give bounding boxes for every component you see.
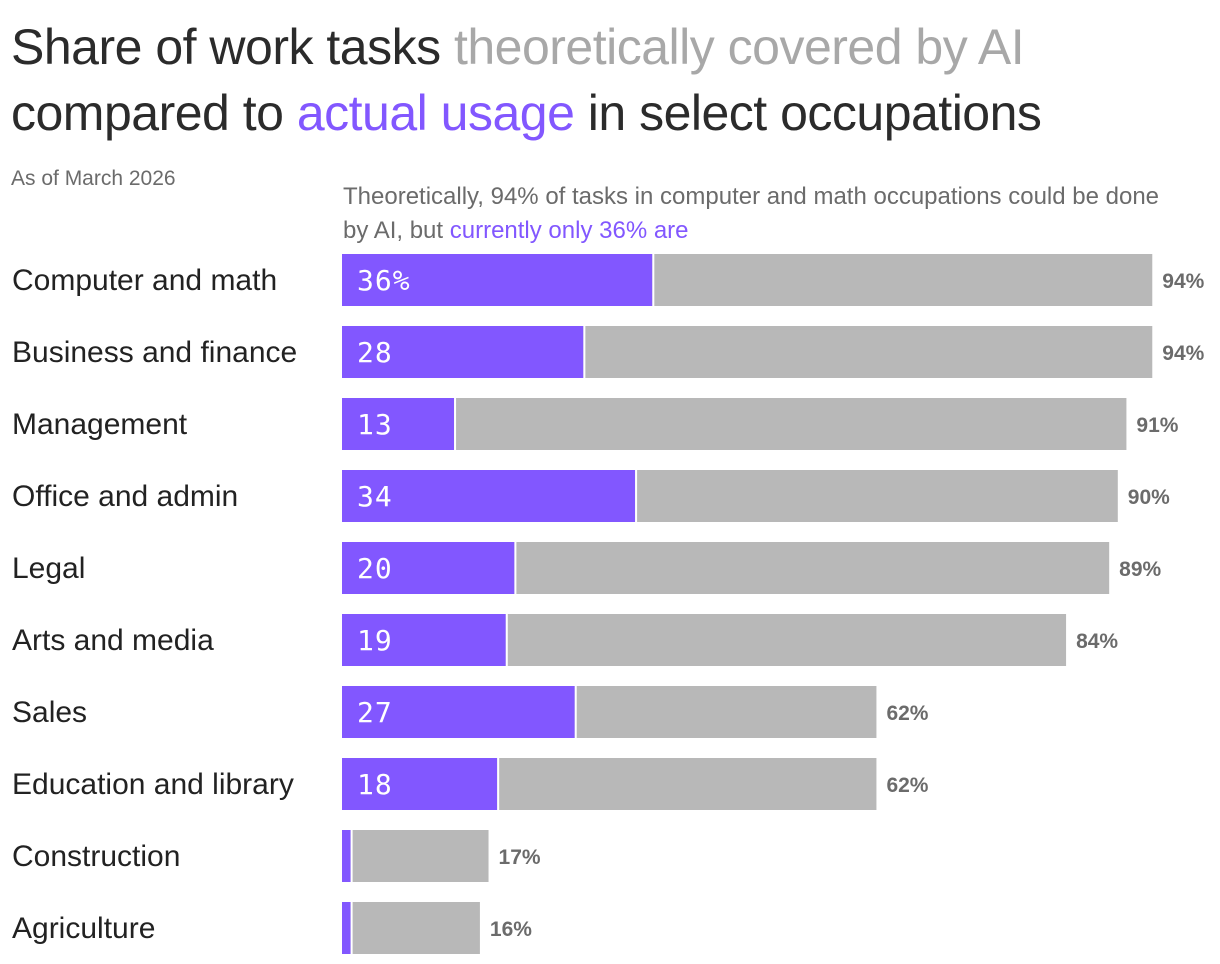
actual-value-label-sales: 27 [357, 696, 393, 729]
title-part1: Share of work tasks [11, 19, 454, 75]
theoretical-value-label-agriculture: 16% [490, 918, 532, 941]
title-part3: in select occupations [574, 85, 1042, 141]
actual-bar-legal [342, 542, 515, 594]
category-label-management: Management [12, 408, 188, 441]
category-label-arts-and-media: Arts and media [12, 624, 214, 657]
theoretical-value-label-education-and-library: 62% [886, 774, 928, 797]
actual-bar-management [342, 398, 455, 450]
actual-bar-agriculture [342, 902, 351, 954]
chart-title: Share of work tasks theoretically covere… [11, 14, 1211, 146]
bar-divider-agriculture [350, 902, 353, 954]
bar-divider-education-and-library [497, 758, 500, 810]
theoretical-value-label-business-and-finance: 94% [1162, 342, 1204, 365]
chart-annotation: Theoretically, 94% of tasks in computer … [343, 180, 1163, 248]
theoretical-value-label-office-and-admin: 90% [1128, 486, 1170, 509]
actual-bar-office-and-admin [342, 470, 636, 522]
category-label-computer-and-math: Computer and math [12, 264, 277, 297]
actual-value-label-office-and-admin: 34 [357, 480, 393, 513]
theoretical-value-label-management: 91% [1136, 414, 1178, 437]
actual-value-label-arts-and-media: 19 [357, 624, 393, 657]
title-part2: compared to [11, 85, 297, 141]
category-label-business-and-finance: Business and finance [12, 336, 297, 369]
theoretical-bar-construction [342, 830, 489, 882]
category-label-sales: Sales [12, 696, 87, 729]
theoretical-value-label-sales: 62% [886, 702, 928, 725]
theoretical-value-label-legal: 89% [1119, 558, 1161, 581]
theoretical-bar-agriculture [342, 902, 480, 954]
actual-bar-arts-and-media [342, 614, 506, 666]
bar-divider-office-and-admin [635, 470, 638, 522]
actual-bar-construction [342, 830, 351, 882]
annotation-highlight: currently only 36% are [449, 217, 689, 244]
chart-subtitle: As of March 2026 [11, 167, 176, 190]
actual-value-label-education-and-library: 18 [357, 768, 393, 801]
bar-divider-construction [350, 830, 353, 882]
bar-divider-legal [514, 542, 517, 594]
category-label-construction: Construction [12, 840, 180, 873]
theoretical-bar-management [342, 398, 1127, 450]
actual-bar-sales [342, 686, 575, 738]
bar-divider-business-and-finance [583, 326, 586, 378]
theoretical-value-label-arts-and-media: 84% [1076, 630, 1118, 653]
category-label-legal: Legal [12, 552, 85, 585]
bar-divider-management [454, 398, 457, 450]
actual-value-label-computer-and-math: 36% [357, 264, 411, 297]
category-label-office-and-admin: Office and admin [12, 480, 238, 513]
actual-value-label-business-and-finance: 28 [357, 336, 393, 369]
actual-value-label-management: 13 [357, 408, 393, 441]
bar-divider-sales [574, 686, 577, 738]
actual-bar-education-and-library [342, 758, 498, 810]
title-actual-highlight: actual usage [296, 85, 575, 141]
category-label-agriculture: Agriculture [12, 912, 155, 945]
theoretical-value-label-computer-and-math: 94% [1162, 270, 1204, 293]
actual-value-label-legal: 20 [357, 552, 393, 585]
actual-bar-computer-and-math [342, 254, 653, 306]
category-label-education-and-library: Education and library [12, 768, 294, 801]
bar-divider-computer-and-math [652, 254, 655, 306]
bar-divider-arts-and-media [505, 614, 508, 666]
theoretical-value-label-construction: 17% [499, 846, 541, 869]
title-theoretical-highlight: theoretically covered by AI [453, 19, 1025, 75]
actual-bar-business-and-finance [342, 326, 584, 378]
annotation-text: Theoretically, 94% of tasks in computer … [343, 183, 1160, 244]
